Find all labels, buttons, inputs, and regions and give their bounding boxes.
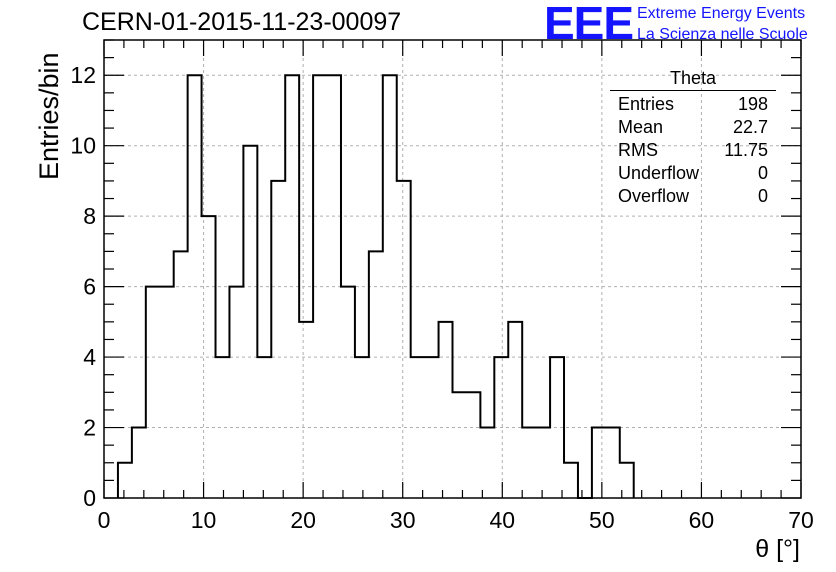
histogram-bin [299, 322, 313, 498]
histogram-bin [243, 146, 257, 498]
stats-row-rms: RMS 11.75 [610, 139, 776, 162]
histogram-bin [146, 287, 160, 498]
histogram-bin [216, 357, 230, 498]
stats-row-overflow: Overflow 0 [610, 185, 776, 208]
stats-row-entries: Entries 198 [610, 93, 776, 116]
stats-row-mean: Mean 22.7 [610, 116, 776, 139]
histogram-bin [508, 322, 522, 498]
y-tick-label: 12 [70, 62, 96, 88]
stats-label: Overflow [618, 186, 690, 206]
stats-value: 198 [737, 94, 768, 114]
x-tick-label: 50 [589, 507, 615, 533]
histogram-bin [439, 322, 453, 498]
stats-label: Underflow [618, 163, 700, 183]
y-tick-label: 10 [70, 133, 96, 159]
logo-line-1: Extreme Energy Events [637, 5, 806, 22]
histogram-bin [466, 392, 480, 498]
y-tick-label: 8 [83, 203, 96, 229]
stats-value: 0 [757, 186, 768, 206]
stats-value: 0 [757, 163, 768, 183]
y-axis-label: Entries/bin [34, 52, 64, 180]
histogram-bin [341, 287, 355, 498]
histogram-bin [453, 392, 467, 498]
eee-logo: EEE [544, 0, 634, 49]
histogram-bin [592, 428, 606, 498]
x-tick-label: 70 [788, 507, 814, 533]
histogram-bin [480, 428, 494, 498]
histogram-bin [174, 251, 188, 498]
y-tick-label: 6 [83, 274, 96, 300]
histogram-bin [397, 181, 411, 498]
stats-value: 22.7 [732, 117, 768, 137]
histogram-bin [369, 251, 383, 498]
x-tick-label: 60 [689, 507, 715, 533]
histogram-bin [229, 287, 243, 498]
histogram-bin [606, 428, 620, 498]
chart-title: CERN-01-2015-11-23-00097 [82, 8, 402, 36]
histogram-bin [132, 428, 146, 498]
histogram-bin [160, 287, 174, 498]
x-tick-label: 20 [290, 507, 316, 533]
histogram-series [116, 74, 635, 499]
stats-row-underflow: Underflow 0 [610, 162, 776, 185]
histogram-bin [257, 357, 271, 498]
histogram-bin [118, 463, 132, 498]
x-tick-label: 0 [98, 507, 111, 533]
stats-box: Theta Entries 198 Mean 22.7 RMS 11.75 Un… [610, 68, 776, 208]
stats-title: Theta [610, 68, 776, 91]
y-tick-label: 4 [83, 344, 96, 370]
y-tick-label: 2 [83, 415, 96, 441]
y-tick-label: 0 [83, 485, 96, 511]
histogram-bin [564, 463, 578, 498]
stats-label: RMS [618, 140, 658, 160]
x-tick-label: 10 [191, 507, 217, 533]
stats-label: Entries [618, 94, 675, 114]
logo-line-2: La Scienza nelle Scuole [637, 26, 808, 43]
histogram-bin [271, 181, 285, 498]
histogram-bin [522, 428, 536, 498]
x-tick-label: 40 [489, 507, 515, 533]
stats-value: 11.75 [724, 140, 768, 160]
stats-label: Mean [618, 117, 664, 137]
x-tick-label: 30 [390, 507, 416, 533]
histogram-bin [536, 428, 550, 498]
x-axis-label: θ [°] [755, 535, 800, 563]
